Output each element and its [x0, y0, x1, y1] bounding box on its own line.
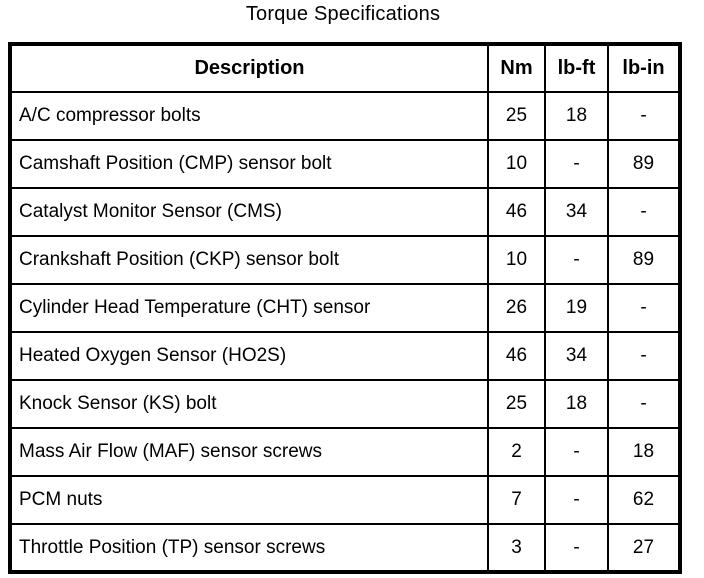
nm-cell: 25	[487, 91, 546, 141]
nm-cell: 10	[487, 235, 546, 285]
nm-cell: 46	[487, 331, 546, 381]
lb-ft-cell: 34	[544, 187, 609, 237]
page-title: Torque Specifications	[245, 3, 441, 25]
lb-in-cell: 89	[607, 139, 681, 189]
lb-in-cell: -	[607, 379, 681, 429]
description-cell: Knock Sensor (KS) bolt	[9, 379, 489, 429]
description-cell: PCM nuts	[9, 475, 489, 525]
column-header-nm: Nm	[487, 43, 546, 93]
table-row: Knock Sensor (KS) bolt 25 18 -	[9, 379, 681, 429]
table-row: PCM nuts 7 - 62	[9, 475, 681, 525]
description-cell: Mass Air Flow (MAF) sensor screws	[9, 427, 489, 477]
nm-cell: 46	[487, 187, 546, 237]
table-row: Crankshaft Position (CKP) sensor bolt 10…	[9, 235, 681, 285]
nm-cell: 2	[487, 427, 546, 477]
lb-in-cell: -	[607, 91, 681, 141]
lb-ft-cell: -	[544, 523, 609, 573]
description-cell: A/C compressor bolts	[9, 91, 489, 141]
header-row: Description Nm lb-ft lb-in	[9, 43, 681, 93]
table-row: A/C compressor bolts 25 18 -	[9, 91, 681, 141]
description-cell: Throttle Position (TP) sensor screws	[9, 523, 489, 573]
table-row: Heated Oxygen Sensor (HO2S) 46 34 -	[9, 331, 681, 381]
lb-ft-cell: 34	[544, 331, 609, 381]
nm-cell: 26	[487, 283, 546, 333]
description-cell: Cylinder Head Temperature (CHT) sensor	[9, 283, 489, 333]
table-row: Throttle Position (TP) sensor screws 3 -…	[9, 523, 681, 573]
lb-ft-cell: 19	[544, 283, 609, 333]
lb-ft-cell: -	[544, 139, 609, 189]
nm-cell: 10	[487, 139, 546, 189]
lb-in-cell: 18	[607, 427, 681, 477]
lb-in-cell: -	[607, 187, 681, 237]
table-row: Catalyst Monitor Sensor (CMS) 46 34 -	[9, 187, 681, 237]
table-row: Mass Air Flow (MAF) sensor screws 2 - 18	[9, 427, 681, 477]
description-cell: Catalyst Monitor Sensor (CMS)	[9, 187, 489, 237]
lb-ft-cell: -	[544, 427, 609, 477]
lb-ft-cell: -	[544, 235, 609, 285]
nm-cell: 3	[487, 523, 546, 573]
lb-in-cell: 62	[607, 475, 681, 525]
description-cell: Camshaft Position (CMP) sensor bolt	[9, 139, 489, 189]
lb-ft-cell: 18	[544, 379, 609, 429]
lb-in-cell: 27	[607, 523, 681, 573]
lb-ft-cell: -	[544, 475, 609, 525]
nm-cell: 7	[487, 475, 546, 525]
column-header-lb-ft: lb-ft	[544, 43, 609, 93]
description-cell: Heated Oxygen Sensor (HO2S)	[9, 331, 489, 381]
column-header-lb-in: lb-in	[607, 43, 681, 93]
lb-in-cell: -	[607, 283, 681, 333]
lb-in-cell: -	[607, 331, 681, 381]
table-row: Camshaft Position (CMP) sensor bolt 10 -…	[9, 139, 681, 189]
description-cell: Crankshaft Position (CKP) sensor bolt	[9, 235, 489, 285]
nm-cell: 25	[487, 379, 546, 429]
torque-specifications-table: Description Nm lb-ft lb-in A/C compresso…	[8, 42, 682, 574]
column-header-description: Description	[9, 43, 489, 93]
lb-in-cell: 89	[607, 235, 681, 285]
lb-ft-cell: 18	[544, 91, 609, 141]
table-row: Cylinder Head Temperature (CHT) sensor 2…	[9, 283, 681, 333]
